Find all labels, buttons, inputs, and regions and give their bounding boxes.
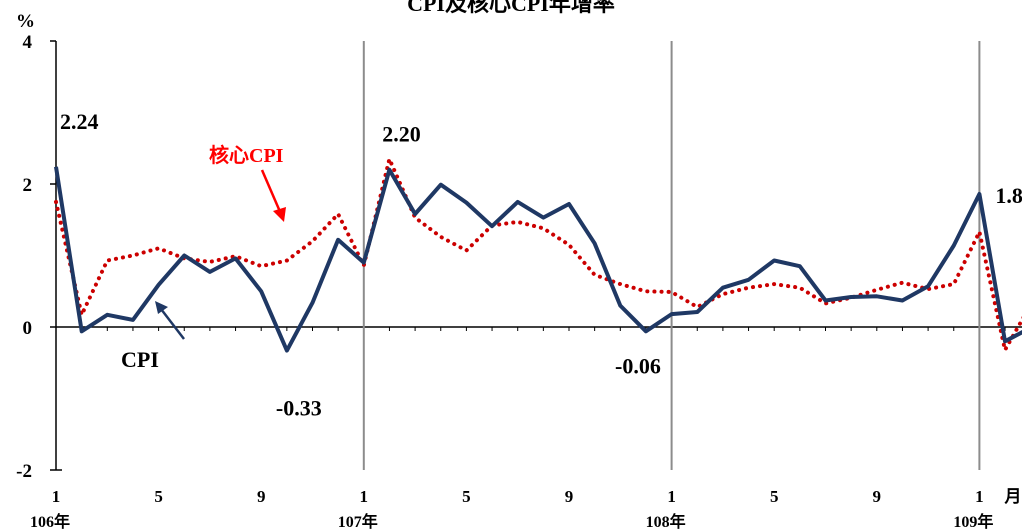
series-lines bbox=[54, 157, 1022, 353]
data-label: -0.33 bbox=[276, 396, 322, 421]
x-tick-label: 1 bbox=[667, 487, 676, 506]
x-tick-label: 9 bbox=[257, 487, 266, 506]
x-tick-label: 9 bbox=[873, 487, 882, 506]
core-cpi-arrow-line bbox=[260, 169, 283, 215]
core-cpi-series-line bbox=[54, 157, 1022, 352]
year-label: 109年 bbox=[953, 512, 993, 531]
x-tick-label: 5 bbox=[770, 487, 779, 506]
series-label-cpi: CPI bbox=[121, 347, 159, 372]
year-separators bbox=[56, 41, 981, 471]
x-tick-label: 1 bbox=[975, 487, 984, 506]
x-tick-label: 1 bbox=[52, 487, 61, 506]
year-label: 107年 bbox=[338, 512, 378, 531]
cpi-arrow-head bbox=[155, 301, 168, 314]
data-label: 2.24 bbox=[60, 109, 99, 134]
chart-labels: 2.24-0.332.20-0.061.86-1.21-0.520.14核心CP… bbox=[60, 109, 1022, 421]
x-tick-label: 5 bbox=[154, 487, 163, 506]
series-label-core-cpi: 核心CPI bbox=[209, 143, 284, 167]
x-tick-label: 1 bbox=[360, 487, 369, 506]
y-tick-label: 0 bbox=[23, 318, 33, 339]
x-tick-label: 5 bbox=[462, 487, 471, 506]
x-tick-label: 9 bbox=[565, 487, 574, 506]
year-label: 106年 bbox=[30, 512, 70, 531]
data-label: 1.86 bbox=[995, 183, 1022, 208]
data-label: 2.20 bbox=[382, 122, 421, 147]
y-tick-label: -2 bbox=[16, 461, 32, 482]
cpi-arrow-line bbox=[160, 308, 185, 340]
y-axis-title: % bbox=[16, 11, 35, 32]
x-axis-title: 月 bbox=[1004, 487, 1022, 506]
cpi-series-line bbox=[54, 166, 1022, 353]
year-label: 108年 bbox=[646, 512, 686, 531]
y-tick-label: 4 bbox=[23, 32, 33, 53]
data-label: -0.06 bbox=[615, 353, 661, 378]
core-cpi-arrow-head bbox=[273, 207, 286, 222]
chart-title: CPI及核心CPI年增率 bbox=[407, 0, 615, 16]
y-tick-label: 2 bbox=[23, 175, 33, 196]
